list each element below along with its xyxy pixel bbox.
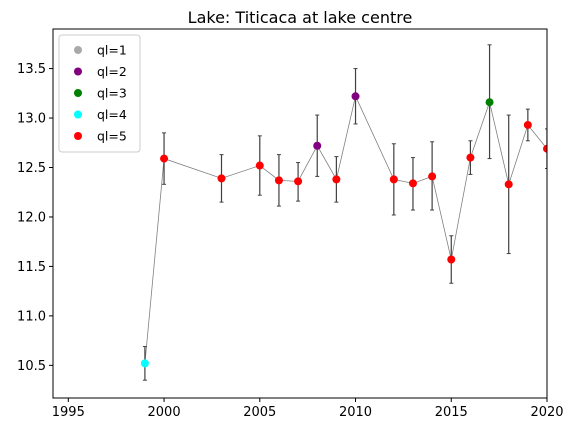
data-point xyxy=(466,154,474,162)
y-tick-label: 12.5 xyxy=(17,161,46,176)
x-tick-label: 2020 xyxy=(530,405,563,420)
data-point xyxy=(352,92,360,100)
data-point xyxy=(256,162,264,170)
data-point xyxy=(294,177,302,185)
y-tick-label: 12.0 xyxy=(17,210,46,225)
data-point xyxy=(390,175,398,183)
data-point xyxy=(505,180,513,188)
legend-label: ql=3 xyxy=(97,86,127,101)
legend-marker xyxy=(74,68,82,76)
x-tick-label: 1995 xyxy=(52,405,85,420)
legend-marker xyxy=(74,89,82,97)
legend: ql=1 ql=2 ql=3 ql=4 ql=5 xyxy=(59,35,140,152)
y-tick-label: 10.5 xyxy=(17,359,46,374)
legend-label: ql=4 xyxy=(97,107,127,122)
data-point xyxy=(524,121,532,129)
legend-label: ql=5 xyxy=(97,129,127,144)
y-tick-label: 13.0 xyxy=(17,112,46,127)
chart-title: Lake: Titicaca at lake centre xyxy=(188,8,413,27)
y-tick-label: 11.0 xyxy=(17,309,46,324)
legend-marker xyxy=(74,111,82,119)
data-point xyxy=(409,179,417,187)
legend-marker xyxy=(74,132,82,140)
data-point xyxy=(141,359,149,367)
x-tick-label: 2005 xyxy=(243,405,276,420)
data-point xyxy=(313,142,321,150)
data-point xyxy=(428,172,436,180)
data-point xyxy=(160,155,168,163)
x-tick-label: 2010 xyxy=(339,405,372,420)
x-tick-label: 2000 xyxy=(148,405,181,420)
x-tick-label: 2015 xyxy=(435,405,468,420)
data-point xyxy=(332,175,340,183)
legend-label: ql=1 xyxy=(97,43,127,58)
data-point xyxy=(486,98,494,106)
y-tick-label: 13.5 xyxy=(17,62,46,77)
data-point xyxy=(447,256,455,264)
legend-label: ql=2 xyxy=(97,64,127,79)
data-point xyxy=(217,174,225,182)
data-point xyxy=(275,176,283,184)
legend-marker xyxy=(74,46,82,54)
y-tick-label: 11.5 xyxy=(17,260,46,275)
